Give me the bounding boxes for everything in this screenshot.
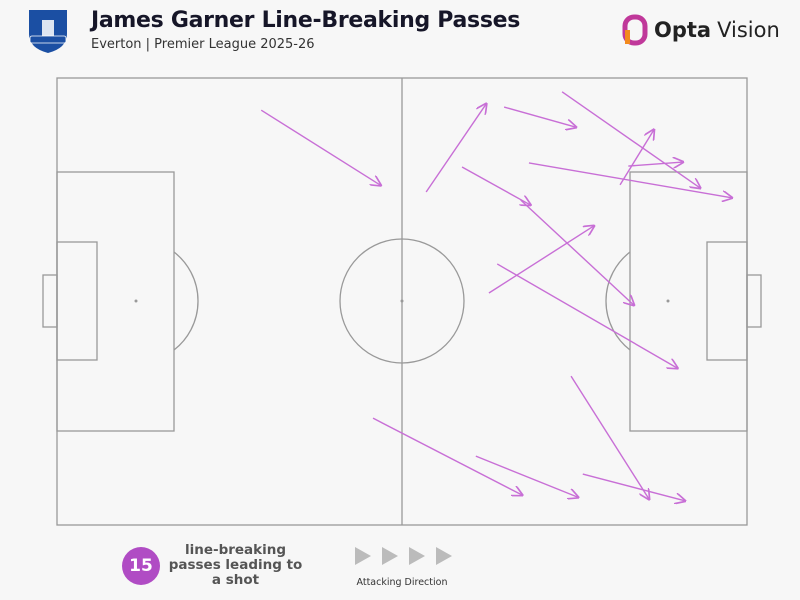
pass-arrow — [570, 375, 649, 499]
attacking-direction-label: Attacking Direction — [356, 577, 448, 588]
left-penalty-box — [56, 171, 175, 432]
right-goal — [746, 274, 762, 328]
pass-arrow — [496, 263, 677, 368]
pass-arrow — [520, 199, 634, 305]
play-arrow-icon — [382, 547, 398, 565]
pass-arrow — [425, 104, 486, 193]
pass-count-description: line-breaking passes leading to a shot — [168, 542, 303, 588]
pass-arrow — [475, 455, 578, 497]
pass-arrow — [561, 91, 700, 188]
pass-arrow — [619, 130, 654, 186]
pass-arrow — [461, 166, 530, 205]
left-penalty-spot — [134, 299, 138, 303]
right-penalty-box — [629, 171, 748, 432]
opta-vision-logo: Opta Vision — [622, 14, 780, 46]
right-penalty-arc — [605, 251, 631, 351]
page-subtitle: Everton | Premier League 2025-26 — [91, 37, 315, 52]
left-goal — [42, 274, 58, 328]
left-penalty-arc — [173, 251, 199, 351]
pass-arrow — [582, 473, 685, 501]
left-six-yard-box — [56, 241, 98, 361]
brand-name: Opta — [654, 18, 712, 42]
center-circle — [339, 238, 465, 364]
play-arrow-icon — [409, 547, 425, 565]
right-six-yard-box — [706, 241, 748, 361]
play-arrow-icon — [436, 547, 452, 565]
pitch-lines — [42, 77, 762, 526]
center-spot — [400, 299, 404, 303]
pass-arrow — [528, 162, 732, 198]
pass-arrow — [372, 417, 522, 495]
page-title: James Garner Line-Breaking Passes — [91, 8, 521, 33]
pass-count-badge: 15 — [122, 547, 160, 585]
pass-arrow — [503, 106, 576, 127]
opta-logo-icon — [622, 14, 648, 46]
right-penalty-spot — [666, 299, 670, 303]
everton-badge-icon — [29, 10, 67, 53]
brand-name-2: Vision — [717, 18, 780, 42]
attacking-direction-arrows — [355, 547, 452, 565]
pass-arrow — [488, 226, 594, 294]
pass-arrow — [628, 162, 683, 166]
play-arrow-icon — [355, 547, 371, 565]
pass-arrow — [260, 109, 380, 185]
